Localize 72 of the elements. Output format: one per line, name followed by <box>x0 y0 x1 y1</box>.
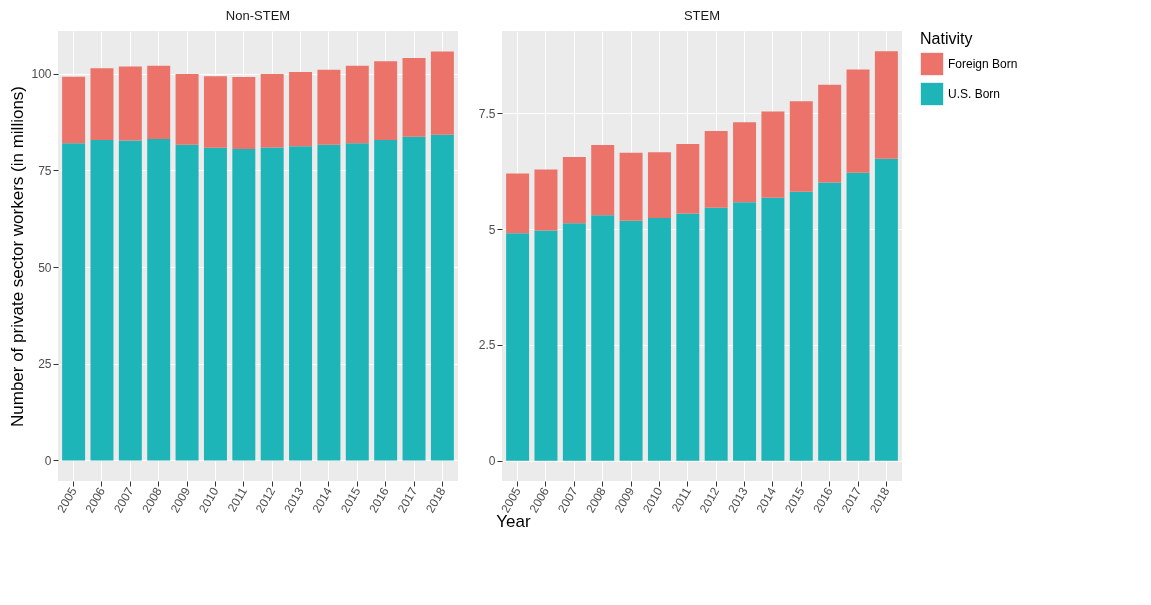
bar <box>289 146 313 461</box>
y-tick-label: 50 <box>38 260 52 275</box>
bar <box>704 131 728 208</box>
bar <box>147 138 171 461</box>
bar <box>289 72 313 147</box>
chart-title: Non-STEM <box>225 8 291 23</box>
bar <box>203 147 227 461</box>
x-axis-title: Year <box>496 512 531 532</box>
legend-label: U.S. Born <box>948 87 1001 101</box>
bar <box>147 65 171 139</box>
bar <box>676 213 700 461</box>
bar <box>534 169 558 231</box>
bar <box>317 69 341 145</box>
bar <box>733 122 757 203</box>
bar <box>761 111 785 198</box>
bar <box>203 76 227 148</box>
bar <box>506 233 530 461</box>
bar <box>118 140 142 461</box>
bar <box>818 182 842 461</box>
bar <box>534 230 558 461</box>
bar <box>402 136 426 461</box>
bar <box>591 215 615 461</box>
bar <box>619 220 643 461</box>
y-axis-title: Number of private sector workers (in millions) <box>8 85 28 428</box>
bar <box>506 173 530 234</box>
y-tick-label: 0 <box>488 454 496 469</box>
bar <box>846 69 870 173</box>
y-tick-label: 100 <box>31 67 52 82</box>
y-tick-label: 0 <box>44 453 52 468</box>
chart-title: STEM <box>683 8 721 23</box>
legend-title: Nativity <box>920 30 973 47</box>
bar <box>676 143 700 214</box>
bar <box>402 58 426 137</box>
bar <box>619 152 643 221</box>
bar <box>591 144 615 216</box>
bar <box>345 65 369 144</box>
y-tick-label: 2.5 <box>478 338 496 353</box>
bar <box>232 77 256 150</box>
bar <box>647 152 671 219</box>
bar <box>118 66 142 141</box>
bar <box>846 172 870 461</box>
y-tick-label: 7.5 <box>478 106 496 121</box>
bar <box>62 143 86 461</box>
bar <box>374 140 398 461</box>
bar <box>430 134 454 461</box>
bar <box>374 61 398 141</box>
bar <box>562 223 586 461</box>
y-tick-label: 5 <box>488 222 496 237</box>
y-tick-label: 75 <box>38 163 52 178</box>
bar <box>647 218 671 461</box>
bar <box>562 156 586 224</box>
bar <box>345 143 369 461</box>
bar <box>789 101 813 192</box>
bar <box>232 149 256 461</box>
legend-label: Foreign Born <box>948 57 1018 71</box>
bar <box>818 84 842 183</box>
bar <box>62 76 86 144</box>
bar <box>175 73 199 145</box>
y-tick-label: 25 <box>38 357 52 372</box>
bar <box>733 202 757 461</box>
bar <box>317 144 341 461</box>
bar <box>175 144 199 461</box>
bar <box>789 191 813 461</box>
bar <box>90 140 114 461</box>
bar <box>260 147 284 461</box>
bar <box>430 51 454 135</box>
bar <box>260 73 284 148</box>
bar <box>874 158 898 461</box>
bar <box>874 51 898 159</box>
bar <box>761 197 785 461</box>
bar <box>704 207 728 461</box>
bar <box>90 68 114 141</box>
